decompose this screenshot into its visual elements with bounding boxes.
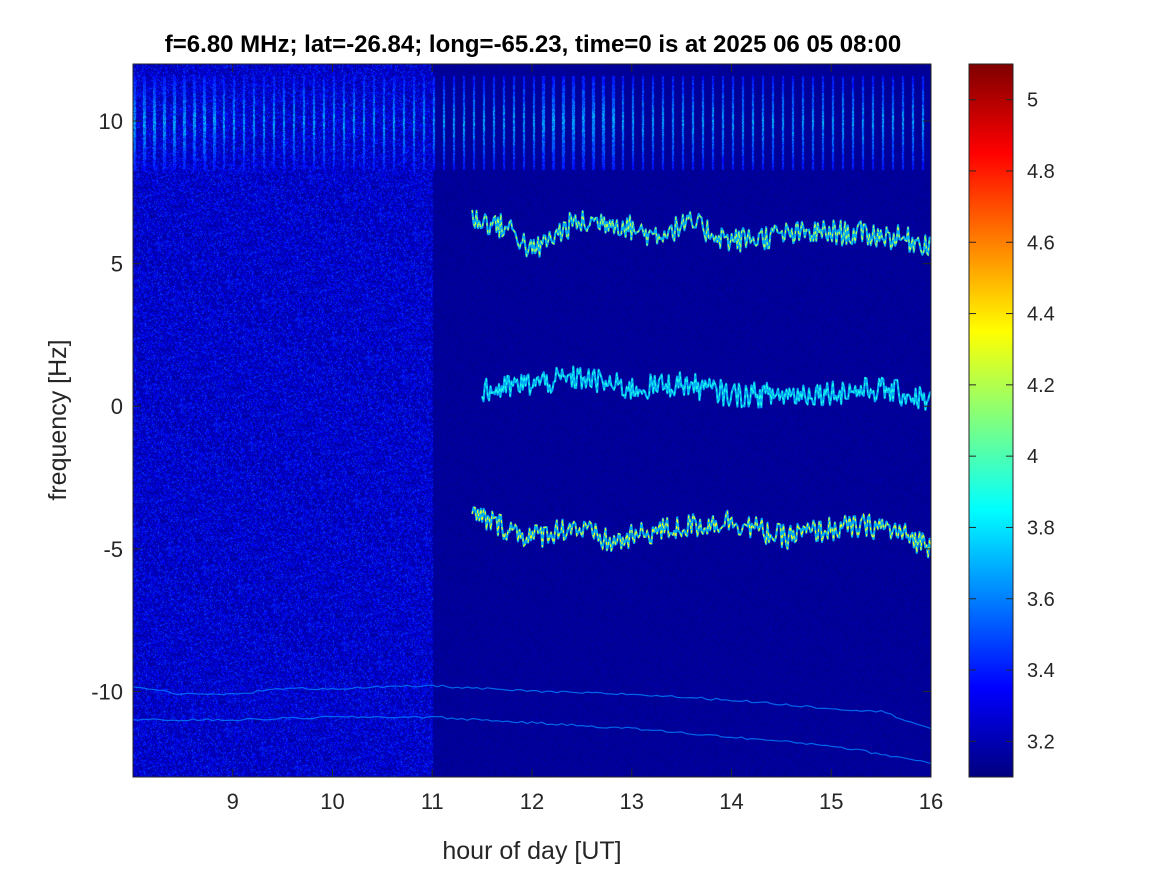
- colorbar-tick-label: 4: [1027, 446, 1038, 468]
- spectrogram-plot: [132, 63, 932, 778]
- x-tick-label: 14: [719, 789, 743, 814]
- y-axis-label: frequency [Hz]: [44, 339, 72, 500]
- chart-title: f=6.80 MHz; lat=-26.84; long=-65.23, tim…: [165, 31, 901, 58]
- colorbar-tick-label: 5: [1027, 90, 1038, 112]
- colorbar-gradient: [968, 63, 1014, 778]
- colorbar-tick-label: 4.6: [1027, 232, 1055, 254]
- colorbar-tick-label: 4.2: [1027, 375, 1055, 397]
- x-tick-label: 9: [227, 789, 239, 814]
- x-tick-label: 12: [520, 789, 544, 814]
- colorbar-tick-label: 3.6: [1027, 589, 1055, 611]
- y-axis: 10 5 0 -5 -10: [91, 109, 931, 704]
- y-tick-label: -5: [103, 537, 123, 562]
- colorbar-tick-label: 4.8: [1027, 161, 1055, 183]
- y-tick-label: 5: [111, 252, 123, 277]
- colorbar-tick-label: 3.8: [1027, 517, 1055, 539]
- faint-line: [133, 684, 931, 730]
- trace-line-peaks: [471, 506, 931, 558]
- colorbar: 5 4.8 4.6 4.4 4.2 4 3.8 3.6 3.4 3.2: [968, 63, 1055, 778]
- trace-layer: [133, 209, 931, 765]
- colorbar-tick-label: 4.4: [1027, 304, 1055, 326]
- trace-line-peaks: [481, 366, 931, 410]
- x-tick-label: 10: [320, 789, 344, 814]
- x-tick-label: 16: [919, 789, 943, 814]
- faint-line: [133, 715, 931, 765]
- colorbar-tick-label: 3.2: [1027, 731, 1055, 753]
- x-tick-label: 13: [620, 789, 644, 814]
- y-tick-label: 0: [111, 394, 123, 419]
- x-axis: 9 10 11 12 13 14 15 16: [227, 64, 943, 814]
- x-tick-label: 15: [819, 789, 843, 814]
- colorbar-tick-label: 3.4: [1027, 660, 1055, 682]
- x-tick-label: 11: [421, 789, 444, 814]
- y-tick-label: -10: [91, 679, 123, 704]
- x-axis-label: hour of day [UT]: [442, 837, 621, 865]
- y-tick-label: 10: [99, 109, 123, 134]
- spectrogram-image: [133, 64, 931, 777]
- colorbar-ticks: 5 4.8 4.6 4.4 4.2 4 3.8 3.6 3.4 3.2: [969, 90, 1055, 753]
- trace-line-peaks: [471, 209, 931, 257]
